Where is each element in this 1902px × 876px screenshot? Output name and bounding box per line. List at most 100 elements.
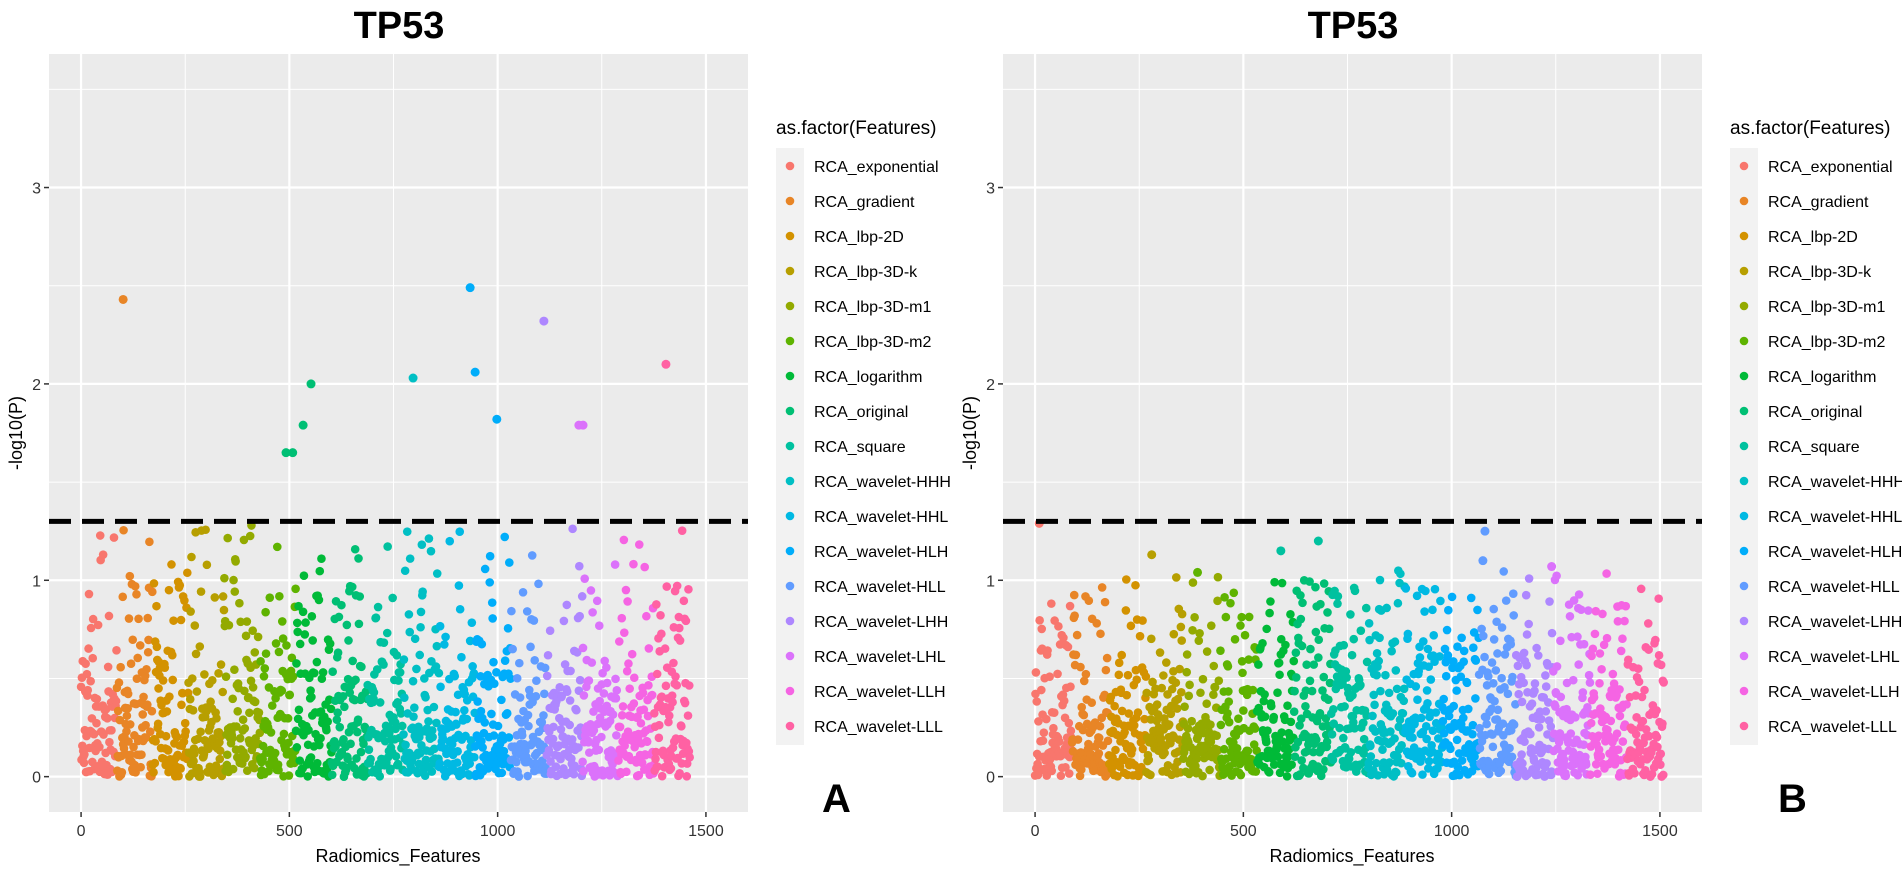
data-point: [1049, 723, 1058, 733]
data-point: [240, 686, 249, 696]
data-point: [379, 660, 388, 669]
data-point: [1305, 577, 1314, 586]
data-point: [427, 726, 437, 735]
data-point: [1444, 605, 1453, 615]
data-point: [578, 643, 588, 653]
data-point: [1069, 590, 1079, 600]
data-point: [125, 571, 135, 581]
data-point: [248, 626, 258, 635]
data-point: [164, 585, 174, 595]
data-point: [489, 731, 499, 740]
data-point: [1576, 605, 1586, 615]
data-point: [242, 766, 252, 775]
data-point: [103, 662, 113, 672]
data-point: [310, 668, 319, 678]
data-point: [1573, 770, 1583, 780]
data-point: [393, 697, 402, 707]
data-point: [1092, 619, 1102, 628]
data-point: [415, 650, 425, 660]
data-point: [1424, 764, 1433, 773]
data-point: [274, 647, 284, 657]
data-point: [333, 648, 343, 658]
data-point: [1413, 695, 1422, 704]
data-point: [1196, 688, 1205, 698]
data-point: [1520, 737, 1529, 747]
data-point: [1452, 686, 1461, 695]
data-point: [272, 542, 282, 552]
data-point: [274, 765, 283, 775]
data-point: [1094, 733, 1104, 743]
data-point: [1462, 678, 1472, 688]
data-point: [653, 762, 662, 771]
data-point: [1615, 711, 1625, 721]
data-point: [1530, 686, 1539, 696]
data-point: [84, 589, 94, 599]
data-point: [284, 771, 294, 780]
data-point: [451, 707, 460, 717]
data-point: [316, 733, 325, 743]
data-point: [1359, 718, 1368, 728]
data-point: [1339, 640, 1349, 650]
data-point: [1194, 636, 1204, 646]
data-point: [548, 734, 558, 744]
legend-item-label: RCA_wavelet-HLH: [814, 544, 948, 561]
data-point: [1362, 657, 1372, 667]
data-point: [354, 554, 363, 563]
data-point: [149, 768, 158, 777]
data-point: [1547, 767, 1556, 776]
data-point: [1097, 583, 1107, 592]
data-point: [218, 592, 228, 601]
data-point: [1316, 599, 1325, 609]
panel-b: 0 500 1000 1500 0 1 2 3 TP53 Radiomics_Features…: [960, 5, 1902, 867]
data-point: [1656, 760, 1665, 770]
data-point: [158, 676, 168, 685]
legend-item-label: RCA_wavelet-LHL: [1768, 649, 1900, 666]
data-point: [1129, 721, 1139, 730]
data-point: [1190, 612, 1199, 622]
data-point: [1114, 658, 1124, 668]
data-point: [1311, 627, 1321, 637]
data-point: [1594, 731, 1603, 741]
data-point: [1120, 727, 1129, 737]
legend-item-label: RCA_wavelet-LLH: [814, 684, 946, 701]
data-point: [103, 714, 112, 723]
data-point: [1138, 744, 1148, 754]
data-point: [1032, 697, 1042, 706]
data-point: [457, 652, 466, 662]
data-point: [1078, 725, 1088, 735]
data-point: [116, 662, 125, 672]
data-point: [497, 695, 506, 705]
data-point: [677, 526, 687, 535]
data-point: [1385, 758, 1394, 767]
legend-item-label: RCA_wavelet-LLH: [1768, 684, 1900, 701]
legend-item-label: RCA_lbp-2D: [814, 229, 904, 246]
data-point: [375, 772, 385, 781]
data-point: [1556, 692, 1566, 702]
data-point: [215, 746, 225, 756]
legend-key-dot: [1739, 686, 1749, 696]
data-point: [1171, 678, 1181, 688]
data-point: [1466, 593, 1476, 603]
data-point: [575, 611, 585, 621]
data-point: [232, 722, 241, 731]
data-point: [534, 579, 543, 589]
data-point: [1599, 640, 1609, 650]
data-point: [599, 689, 609, 698]
data-point: [1488, 742, 1498, 752]
data-point: [1202, 647, 1212, 656]
data-point: [1323, 608, 1332, 617]
data-point: [1182, 667, 1192, 677]
data-point: [618, 702, 628, 711]
data-point: [1319, 579, 1329, 588]
data-point: [662, 582, 672, 591]
data-point: [478, 743, 487, 752]
data-point: [539, 689, 549, 699]
y-axis-label: -log10(P): [960, 396, 980, 470]
data-point: [605, 716, 615, 726]
data-point: [518, 587, 528, 597]
data-point: [684, 585, 693, 594]
data-point: [507, 606, 516, 616]
data-point: [1489, 604, 1499, 614]
data-point: [1177, 609, 1187, 619]
data-point: [1631, 730, 1641, 739]
